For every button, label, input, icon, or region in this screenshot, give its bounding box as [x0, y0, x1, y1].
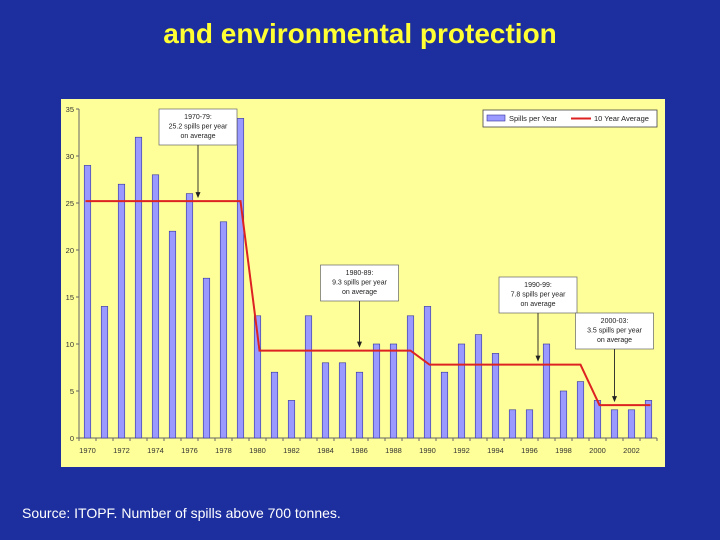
- annotation-box: [498, 276, 578, 314]
- annotation-text: on average: [520, 301, 555, 308]
- x-tick-label: 2000: [589, 446, 606, 455]
- x-tick-label: 1972: [113, 446, 130, 455]
- bar: [406, 315, 415, 439]
- bar: [525, 409, 534, 439]
- annotation-arrow-head: [612, 396, 617, 403]
- x-tick-label: 1992: [453, 446, 470, 455]
- bar: [542, 343, 551, 439]
- legend-box: [482, 109, 658, 128]
- bar: [151, 174, 160, 439]
- bar: [559, 390, 568, 439]
- bar: [338, 362, 347, 439]
- bar: [610, 409, 619, 439]
- annotation-text: 3.5 spills per year: [587, 328, 643, 335]
- annotation-box: [575, 312, 654, 350]
- source-note: Source: ITOPF. Number of spills above 70…: [22, 505, 341, 521]
- y-tick-label: 35: [66, 105, 74, 114]
- annotation-text: 25.2 spills per year: [169, 124, 228, 131]
- annotation-text: on average: [342, 289, 377, 296]
- bar: [117, 183, 126, 439]
- bar: [474, 334, 483, 439]
- bar: [253, 315, 262, 439]
- annotation-text: 1970-79:: [184, 114, 212, 121]
- y-tick-label: 15: [66, 293, 74, 302]
- annotation-box: [320, 264, 399, 302]
- annotation-text: 1990-99:: [524, 282, 552, 289]
- bar: [236, 118, 245, 439]
- x-tick-label: 1988: [385, 446, 402, 455]
- annotation-arrow-head: [195, 192, 201, 199]
- bar: [457, 343, 466, 439]
- bar: [304, 315, 313, 439]
- bar: [440, 371, 449, 439]
- y-tick-label: 5: [70, 387, 74, 396]
- bar: [100, 306, 109, 439]
- y-tick-label: 30: [66, 152, 74, 161]
- annotation-arrow-head: [357, 341, 362, 348]
- bar: [508, 409, 517, 439]
- bar: [321, 362, 330, 439]
- x-tick-label: 1974: [147, 446, 164, 455]
- x-tick-label: 1984: [317, 446, 334, 455]
- slide-title: and environmental protection: [163, 18, 557, 49]
- bar: [287, 400, 296, 439]
- x-tick-label: 1970: [79, 446, 96, 455]
- y-tick-label: 20: [66, 246, 74, 255]
- bar: [576, 381, 585, 439]
- x-tick-label: 1996: [521, 446, 538, 455]
- spills-chart: 0 5 10 15 20 25 30 35 1970 1972 1974 1976 1978 1980 19…: [61, 99, 665, 467]
- bar: [134, 136, 143, 439]
- annotation-text: 2000-03:: [601, 318, 629, 325]
- legend-label-spills: Spills per Year: [509, 114, 557, 123]
- bar: [644, 400, 653, 439]
- x-tick-label: 1980: [249, 446, 266, 455]
- bar: [372, 343, 381, 439]
- bar: [355, 371, 364, 439]
- annotation-text: 7.8 spills per year: [511, 292, 567, 299]
- bar: [627, 409, 636, 439]
- bar: [202, 277, 211, 439]
- x-tick-label: 1986: [351, 446, 368, 455]
- y-tick-label: 0: [70, 434, 74, 443]
- legend-bar-swatch: [486, 114, 506, 122]
- bar: [219, 221, 228, 439]
- legend-label-average: 10 Year Average: [594, 114, 649, 123]
- annotation-text: on average: [597, 337, 632, 344]
- bar: [168, 230, 177, 439]
- x-tick-label: 1994: [487, 446, 504, 455]
- annotation-text: 1980-89:: [346, 270, 374, 277]
- average-line: [85, 200, 651, 407]
- annotation-text: on average: [180, 133, 215, 140]
- bar: [185, 193, 194, 439]
- bar: [389, 343, 398, 439]
- x-tick-label: 1990: [419, 446, 436, 455]
- bar: [423, 306, 432, 439]
- annotation-text: 9.3 spills per year: [332, 280, 388, 287]
- bar: [83, 165, 92, 439]
- bar: [491, 353, 500, 439]
- y-tick-label: 10: [66, 340, 74, 349]
- x-tick-label: 1978: [215, 446, 232, 455]
- x-tick-label: 1982: [283, 446, 300, 455]
- annotation-arrow-head: [535, 355, 541, 362]
- annotation-box: [158, 108, 238, 146]
- y-tick-label: 25: [66, 199, 74, 208]
- x-tick-label: 2002: [623, 446, 640, 455]
- x-tick-label: 1976: [181, 446, 198, 455]
- x-tick-label: 1998: [555, 446, 572, 455]
- bar: [270, 371, 279, 439]
- chart-svg: 0 5 10 15 20 25 30 35 1970 1972 1974 1976 1978 1980 19…: [66, 105, 658, 455]
